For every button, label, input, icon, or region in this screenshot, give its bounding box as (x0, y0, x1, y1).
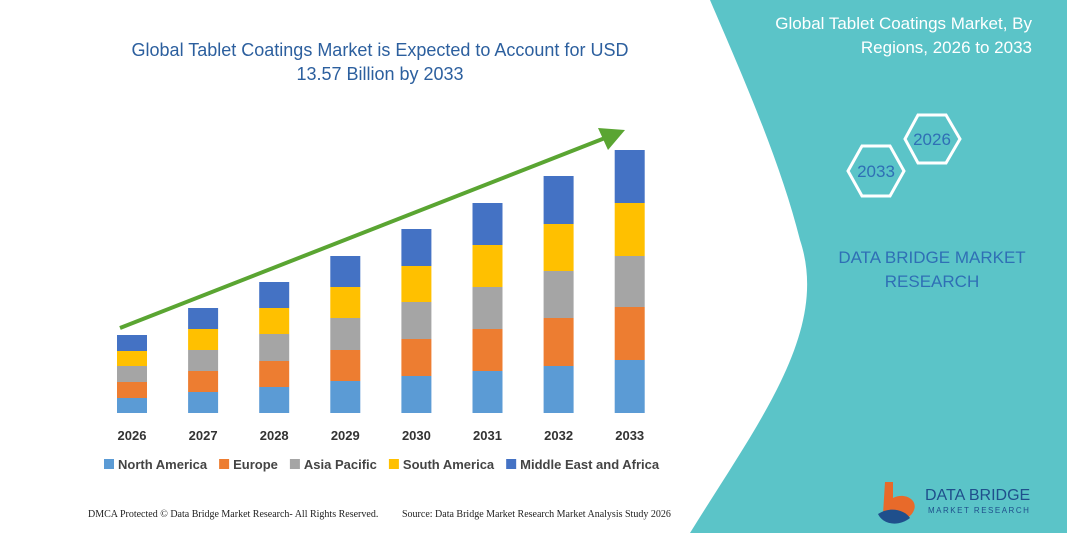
bar-segment (472, 287, 503, 329)
footer-right: Source: Data Bridge Market Research Mark… (402, 509, 671, 520)
bar-segment (614, 360, 645, 413)
legend-label: South America (403, 457, 495, 472)
bar-segment (117, 398, 147, 413)
hexagon (846, 144, 906, 198)
bar-segment (117, 351, 147, 366)
bar-segment (330, 350, 361, 381)
x-tick-label: 2029 (331, 428, 360, 443)
bar-segment (543, 224, 574, 271)
bar-segment (401, 229, 432, 266)
x-tick-label: 2026 (118, 428, 147, 443)
bar-segment (472, 329, 503, 371)
bar-segment (330, 318, 361, 350)
bar-segment (188, 350, 219, 371)
bar-segment (188, 329, 219, 350)
bar-segment (330, 381, 361, 413)
bar-segment (117, 366, 147, 382)
brand-text: DATA BRIDGE MARKET (838, 248, 1025, 267)
legend-label: Middle East and Africa (520, 457, 660, 472)
bar-segment (259, 361, 290, 387)
footer-left: DMCA Protected © Data Bridge Market Rese… (88, 509, 379, 520)
bar-segment (472, 371, 503, 413)
bar-segment (188, 392, 219, 413)
legend-swatch (289, 459, 300, 469)
bar-segment (614, 150, 645, 203)
hexagon (903, 113, 962, 165)
x-tick-label: 2030 (402, 428, 431, 443)
panel-title: Global Tablet Coatings Market, By Region… (775, 14, 1032, 57)
bar-segment (614, 256, 645, 307)
bar-segment (188, 308, 219, 329)
trend-arrow (119, 136, 606, 330)
bar-segment (543, 318, 574, 366)
legend-swatch (219, 459, 230, 469)
bar-segment (401, 302, 432, 339)
bar-segment (259, 282, 290, 308)
side-panel (690, 0, 1067, 533)
bar-segment (401, 376, 432, 413)
x-tick-label: 2031 (473, 428, 502, 443)
bar-segment (472, 203, 503, 245)
bar-segment (401, 339, 432, 376)
bar-segment (543, 271, 574, 318)
legend-label: North America (118, 457, 208, 472)
x-tick-label: 2028 (260, 428, 289, 443)
legend-label: Asia Pacific (304, 457, 377, 472)
logo-mark (878, 509, 910, 524)
bar-segment (543, 366, 574, 413)
arrow-head (598, 128, 625, 150)
legend-swatch (388, 459, 399, 469)
bar-segment (614, 203, 645, 256)
hex-label: 2033 (857, 162, 895, 181)
bar-segment (330, 287, 361, 318)
bar-segment (259, 308, 290, 334)
bar-segment (188, 371, 219, 392)
logo-subtitle: MARKET RESEARCH (928, 506, 1030, 515)
bar-segment (330, 256, 361, 287)
x-tick-label: 2027 (189, 428, 218, 443)
bar-segment (401, 266, 432, 302)
bar-segment (614, 307, 645, 360)
bar-segment (259, 387, 290, 413)
bar-segment (117, 382, 147, 398)
chart-title: Global Tablet Coatings Market is Expecte… (131, 40, 629, 84)
legend-swatch (506, 459, 517, 469)
legend-label: Europe (233, 457, 278, 472)
logo-title: DATA BRIDGE (925, 487, 1030, 504)
legend-swatch (104, 459, 114, 469)
bar-segment (472, 245, 503, 287)
bar-segment (543, 176, 574, 224)
brand-text: RESEARCH (885, 272, 979, 291)
bar-segment (117, 335, 147, 351)
x-tick-label: 2033 (615, 428, 644, 443)
bar-segment (259, 334, 290, 361)
x-tick-label: 2032 (544, 428, 573, 443)
hex-label: 2026 (913, 130, 951, 149)
